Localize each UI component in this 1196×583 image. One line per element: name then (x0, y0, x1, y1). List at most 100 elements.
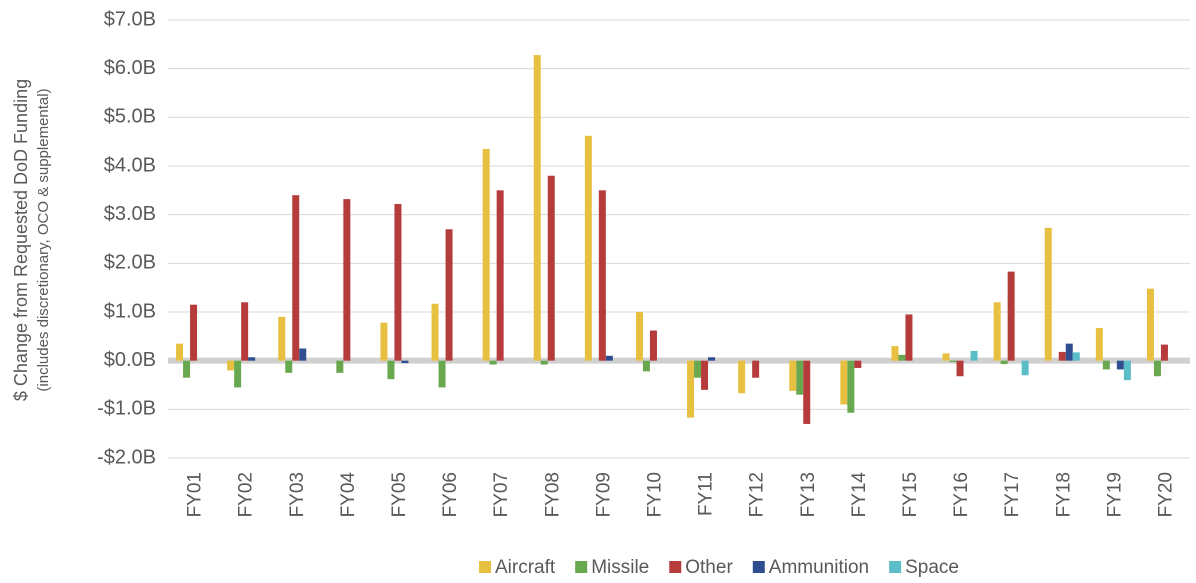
y-tick-label: -$1.0B (97, 398, 156, 420)
bar (343, 199, 351, 361)
y-tick-label: $4.0B (104, 154, 156, 176)
bar (1123, 360, 1131, 381)
bar (642, 360, 650, 372)
bar (540, 360, 548, 365)
y-tick-label: $0.0B (104, 349, 156, 371)
bar (1153, 360, 1161, 377)
bar (752, 360, 760, 378)
bar (1007, 271, 1015, 361)
bar (605, 355, 613, 361)
bar (993, 302, 1001, 361)
bar (803, 360, 811, 424)
bar (1021, 360, 1029, 376)
x-tick-label: FY07 (491, 472, 512, 517)
bar (898, 354, 906, 361)
legend-swatch (889, 561, 902, 573)
bar (285, 360, 293, 373)
bar (970, 350, 978, 361)
bar (1095, 328, 1103, 361)
bar (533, 55, 541, 361)
bar (401, 360, 409, 364)
legend-swatch (479, 561, 492, 573)
x-tick-label: FY19 (1104, 472, 1125, 517)
bar (701, 360, 709, 390)
bar (789, 360, 797, 391)
bar (1072, 352, 1080, 361)
bar (278, 316, 286, 361)
y-tick-label: $5.0B (104, 106, 156, 128)
bar (891, 346, 899, 361)
bar (234, 360, 242, 388)
y-tick-label: $1.0B (104, 300, 156, 322)
x-tick-label: FY18 (1053, 472, 1074, 517)
x-tick-label: FY11 (696, 472, 717, 516)
bar (1065, 343, 1073, 361)
bar (190, 304, 198, 361)
bar (183, 360, 191, 378)
legend-label: Ammunition (769, 557, 869, 578)
x-tick-label: FY02 (236, 472, 257, 517)
bar (708, 357, 716, 361)
bar (176, 343, 184, 361)
x-tick-label: FY12 (747, 472, 768, 517)
bar (687, 360, 695, 418)
x-tick-label: FY08 (542, 472, 563, 517)
bar (584, 135, 592, 361)
bar (394, 203, 402, 361)
bar (241, 302, 249, 361)
bar (847, 360, 855, 413)
y-tick-label: -$2.0B (97, 446, 156, 468)
bar (635, 312, 643, 361)
bar (1146, 288, 1154, 361)
bar (496, 190, 504, 361)
bar (489, 360, 497, 365)
bar (292, 195, 300, 361)
x-tick-label: FY13 (798, 472, 819, 517)
bar (547, 175, 555, 361)
x-tick-label: FY03 (287, 472, 308, 517)
bar (299, 348, 307, 361)
legend-swatch (752, 561, 765, 573)
bar (248, 357, 256, 361)
bar (649, 330, 657, 361)
x-tick-label: FY04 (338, 472, 359, 518)
legend-label: Space (905, 557, 959, 578)
x-tick-label: FY01 (185, 472, 206, 517)
bar (840, 360, 848, 405)
bar (336, 360, 344, 373)
bar (796, 360, 804, 395)
y-axis-title: $ Change from Requested DoD Funding (11, 79, 31, 401)
bar (227, 360, 235, 371)
x-tick-label: FY16 (951, 472, 972, 517)
bar (905, 314, 913, 361)
bar (949, 360, 957, 363)
y-tick-label: $2.0B (104, 252, 156, 274)
legend-label: Aircraft (495, 557, 556, 578)
legend-label: Other (685, 557, 733, 578)
legend-label: Missile (591, 557, 649, 578)
bar (380, 322, 388, 361)
bar (431, 303, 439, 361)
bar (1044, 227, 1052, 361)
y-tick-label: $3.0B (104, 203, 156, 225)
bar (1058, 351, 1066, 361)
bar (482, 148, 490, 361)
bar (1116, 360, 1124, 370)
bar (956, 360, 964, 377)
x-tick-label: FY15 (900, 472, 921, 517)
bar (694, 360, 702, 378)
bar (1102, 360, 1110, 370)
bar (387, 360, 395, 380)
y-axis-subtitle: (includes discretionary, OCO & supplemen… (35, 88, 52, 391)
bar (1160, 344, 1168, 361)
legend-swatch (575, 561, 588, 573)
x-tick-label: FY10 (644, 472, 665, 517)
bar (738, 360, 746, 394)
bar (854, 360, 862, 368)
bar (942, 353, 950, 361)
y-tick-label: $7.0B (104, 8, 156, 30)
x-tick-label: FY14 (849, 472, 870, 518)
legend-swatch (669, 561, 682, 573)
bar (1000, 360, 1008, 365)
